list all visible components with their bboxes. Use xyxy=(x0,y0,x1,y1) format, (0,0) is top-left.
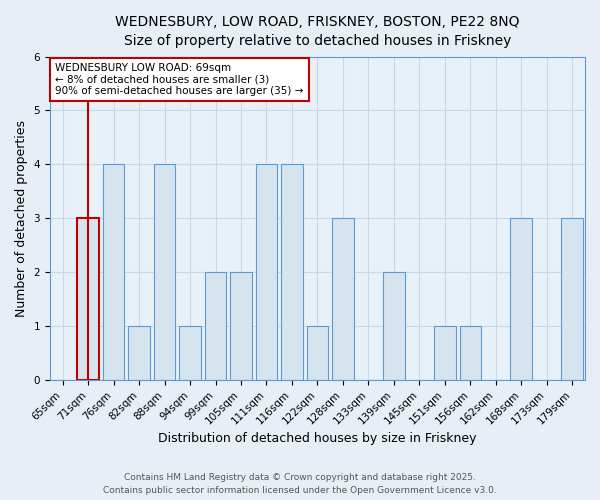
Bar xyxy=(460,326,481,380)
X-axis label: Distribution of detached houses by size in Friskney: Distribution of detached houses by size … xyxy=(158,432,477,445)
Bar xyxy=(332,218,354,380)
Bar xyxy=(154,164,175,380)
Title: WEDNESBURY, LOW ROAD, FRISKNEY, BOSTON, PE22 8NQ
Size of property relative to de: WEDNESBURY, LOW ROAD, FRISKNEY, BOSTON, … xyxy=(115,15,520,48)
Text: WEDNESBURY LOW ROAD: 69sqm
← 8% of detached houses are smaller (3)
90% of semi-d: WEDNESBURY LOW ROAD: 69sqm ← 8% of detac… xyxy=(55,63,304,96)
Bar xyxy=(434,326,455,380)
Bar xyxy=(307,326,328,380)
Bar xyxy=(179,326,201,380)
Bar xyxy=(383,272,405,380)
Y-axis label: Number of detached properties: Number of detached properties xyxy=(15,120,28,316)
Bar xyxy=(77,218,99,380)
Bar xyxy=(562,218,583,380)
Bar xyxy=(128,326,150,380)
Bar xyxy=(281,164,303,380)
Bar xyxy=(103,164,124,380)
Text: Contains HM Land Registry data © Crown copyright and database right 2025.
Contai: Contains HM Land Registry data © Crown c… xyxy=(103,474,497,495)
Bar xyxy=(230,272,252,380)
Bar xyxy=(256,164,277,380)
Bar xyxy=(205,272,226,380)
Bar xyxy=(511,218,532,380)
